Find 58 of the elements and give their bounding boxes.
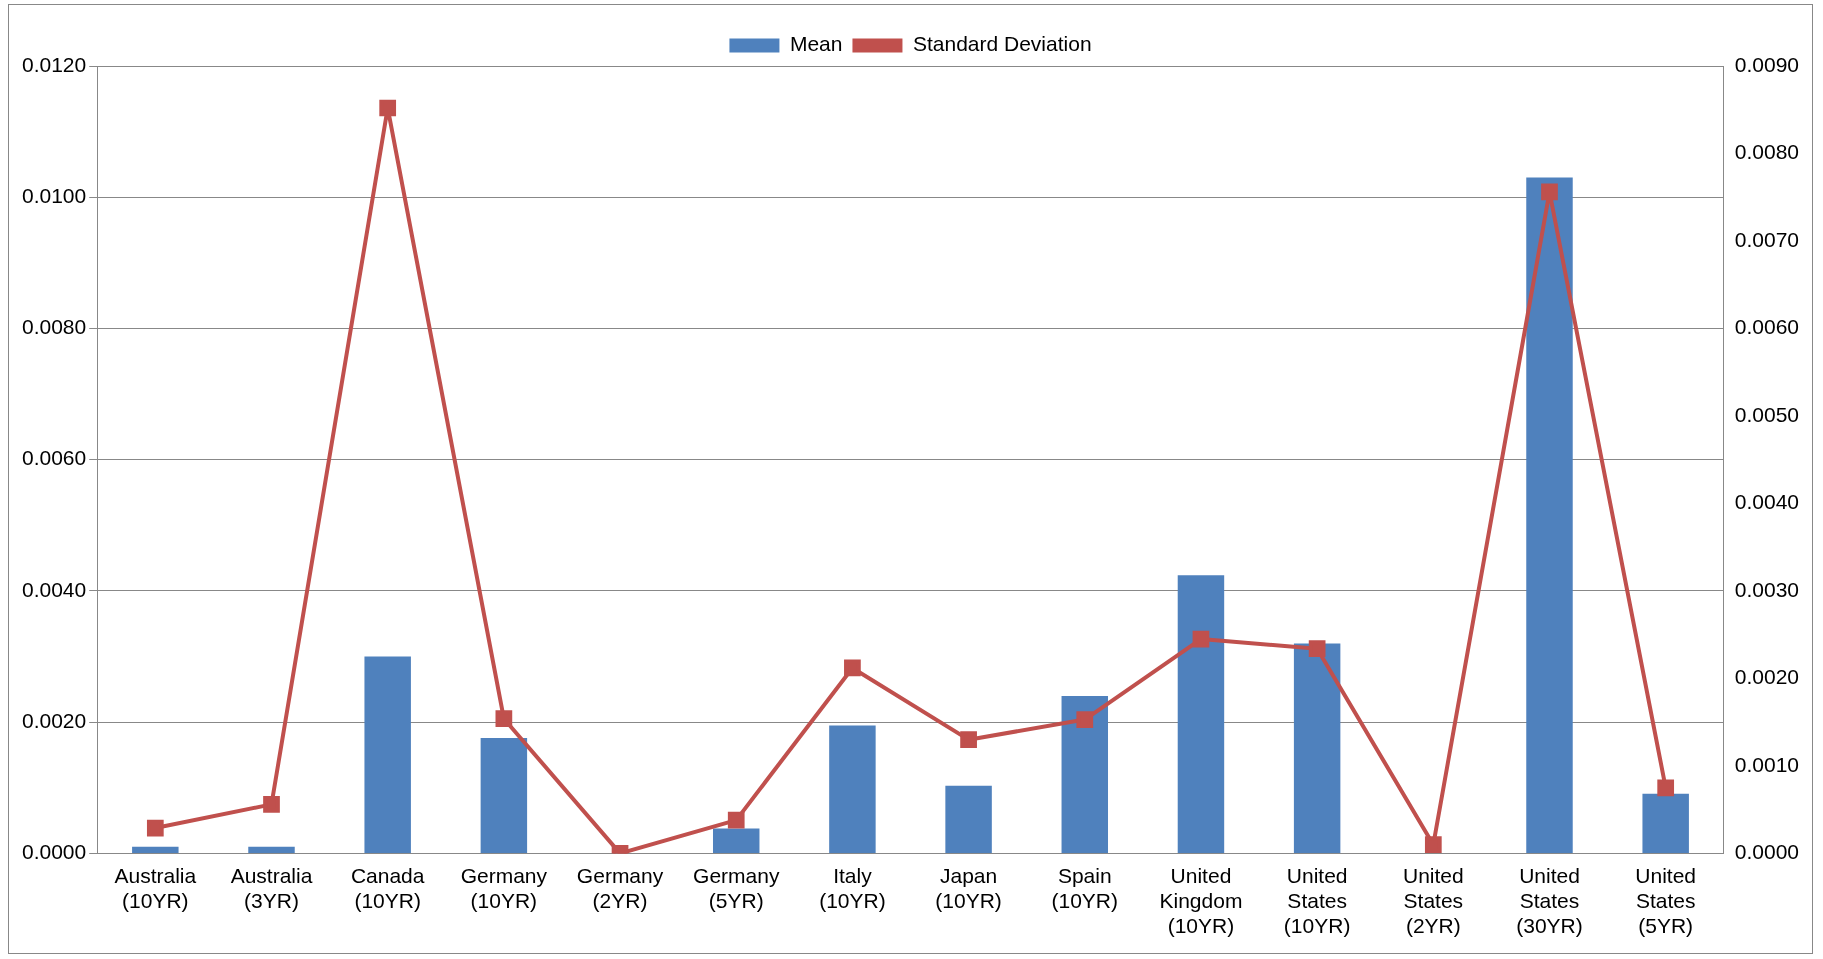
- bar: [480, 737, 528, 853]
- point: [1657, 779, 1675, 797]
- point: [1308, 640, 1326, 658]
- x-tick-label: Spain (10YR): [1051, 863, 1119, 912]
- y2-tick-label: 0.0020: [1734, 665, 1799, 689]
- x-tick-label: Germany (10YR): [460, 863, 548, 912]
- bar: [1642, 793, 1689, 853]
- x-tick-label: United States (30YR): [1516, 863, 1583, 938]
- y2-tick-label: 0.0080: [1734, 140, 1799, 164]
- bar: [829, 725, 876, 853]
- bar: [945, 785, 992, 853]
- point: [1541, 183, 1558, 201]
- point: [844, 659, 861, 677]
- x-tick-label: Canada (10YR): [350, 863, 425, 912]
- x-tick-label: United States (10YR): [1283, 863, 1351, 938]
- y-tick-label: 0.0020: [22, 708, 87, 732]
- point: [960, 731, 977, 749]
- y2-tick-label: 0.0050: [1734, 402, 1799, 426]
- y2-tick-label: 0.0010: [1734, 752, 1799, 776]
- x-tick-label: Germany (5YR): [693, 863, 780, 912]
- y-tick-label: 0.0120: [22, 52, 87, 76]
- bar: [364, 656, 411, 853]
- y2-tick-label: 0.0000: [1734, 840, 1799, 864]
- x-tick-label: United States (5YR): [1635, 863, 1697, 938]
- x-tick-label: Australia (10YR): [114, 863, 197, 912]
- legend-label: Standard Deviation: [912, 32, 1092, 56]
- bar: [1061, 695, 1109, 853]
- x-tick-label: Australia (3YR): [230, 863, 313, 912]
- x-tick-label: Germany (2YR): [576, 863, 664, 912]
- y-tick-label: 0.0060: [22, 446, 87, 470]
- y2-tick-label: 0.0040: [1734, 490, 1799, 514]
- legend-label: Mean: [789, 32, 843, 56]
- point: [1192, 630, 1210, 648]
- y-tick-label: 0.0100: [22, 184, 87, 208]
- bar: [248, 846, 295, 853]
- point: [1424, 836, 1442, 854]
- bar: [712, 828, 760, 853]
- point: [379, 99, 397, 117]
- bar: [1526, 177, 1573, 853]
- bar: [132, 846, 179, 853]
- point: [727, 811, 745, 829]
- y-tick-label: 0.0080: [22, 315, 87, 339]
- y2-tick-label: 0.0060: [1734, 315, 1799, 339]
- x-tick-label: United States (2YR): [1402, 863, 1464, 938]
- point: [1076, 711, 1094, 728]
- y2-tick-label: 0.0070: [1734, 227, 1799, 251]
- y-tick-label: 0.0000: [22, 840, 87, 864]
- y2-tick-label: 0.0030: [1734, 577, 1799, 601]
- bar: [1293, 643, 1341, 853]
- x-tick-label: Japan (10YR): [935, 863, 1002, 912]
- bar: [1177, 575, 1225, 853]
- x-tick-label: Italy (10YR): [819, 863, 886, 912]
- point: [263, 796, 280, 813]
- x-tick-label: United Kingdom (10YR): [1159, 863, 1243, 938]
- point: [495, 710, 513, 728]
- point: [146, 819, 164, 837]
- y-tick-label: 0.0040: [22, 577, 87, 601]
- y2-tick-label: 0.0090: [1734, 52, 1799, 76]
